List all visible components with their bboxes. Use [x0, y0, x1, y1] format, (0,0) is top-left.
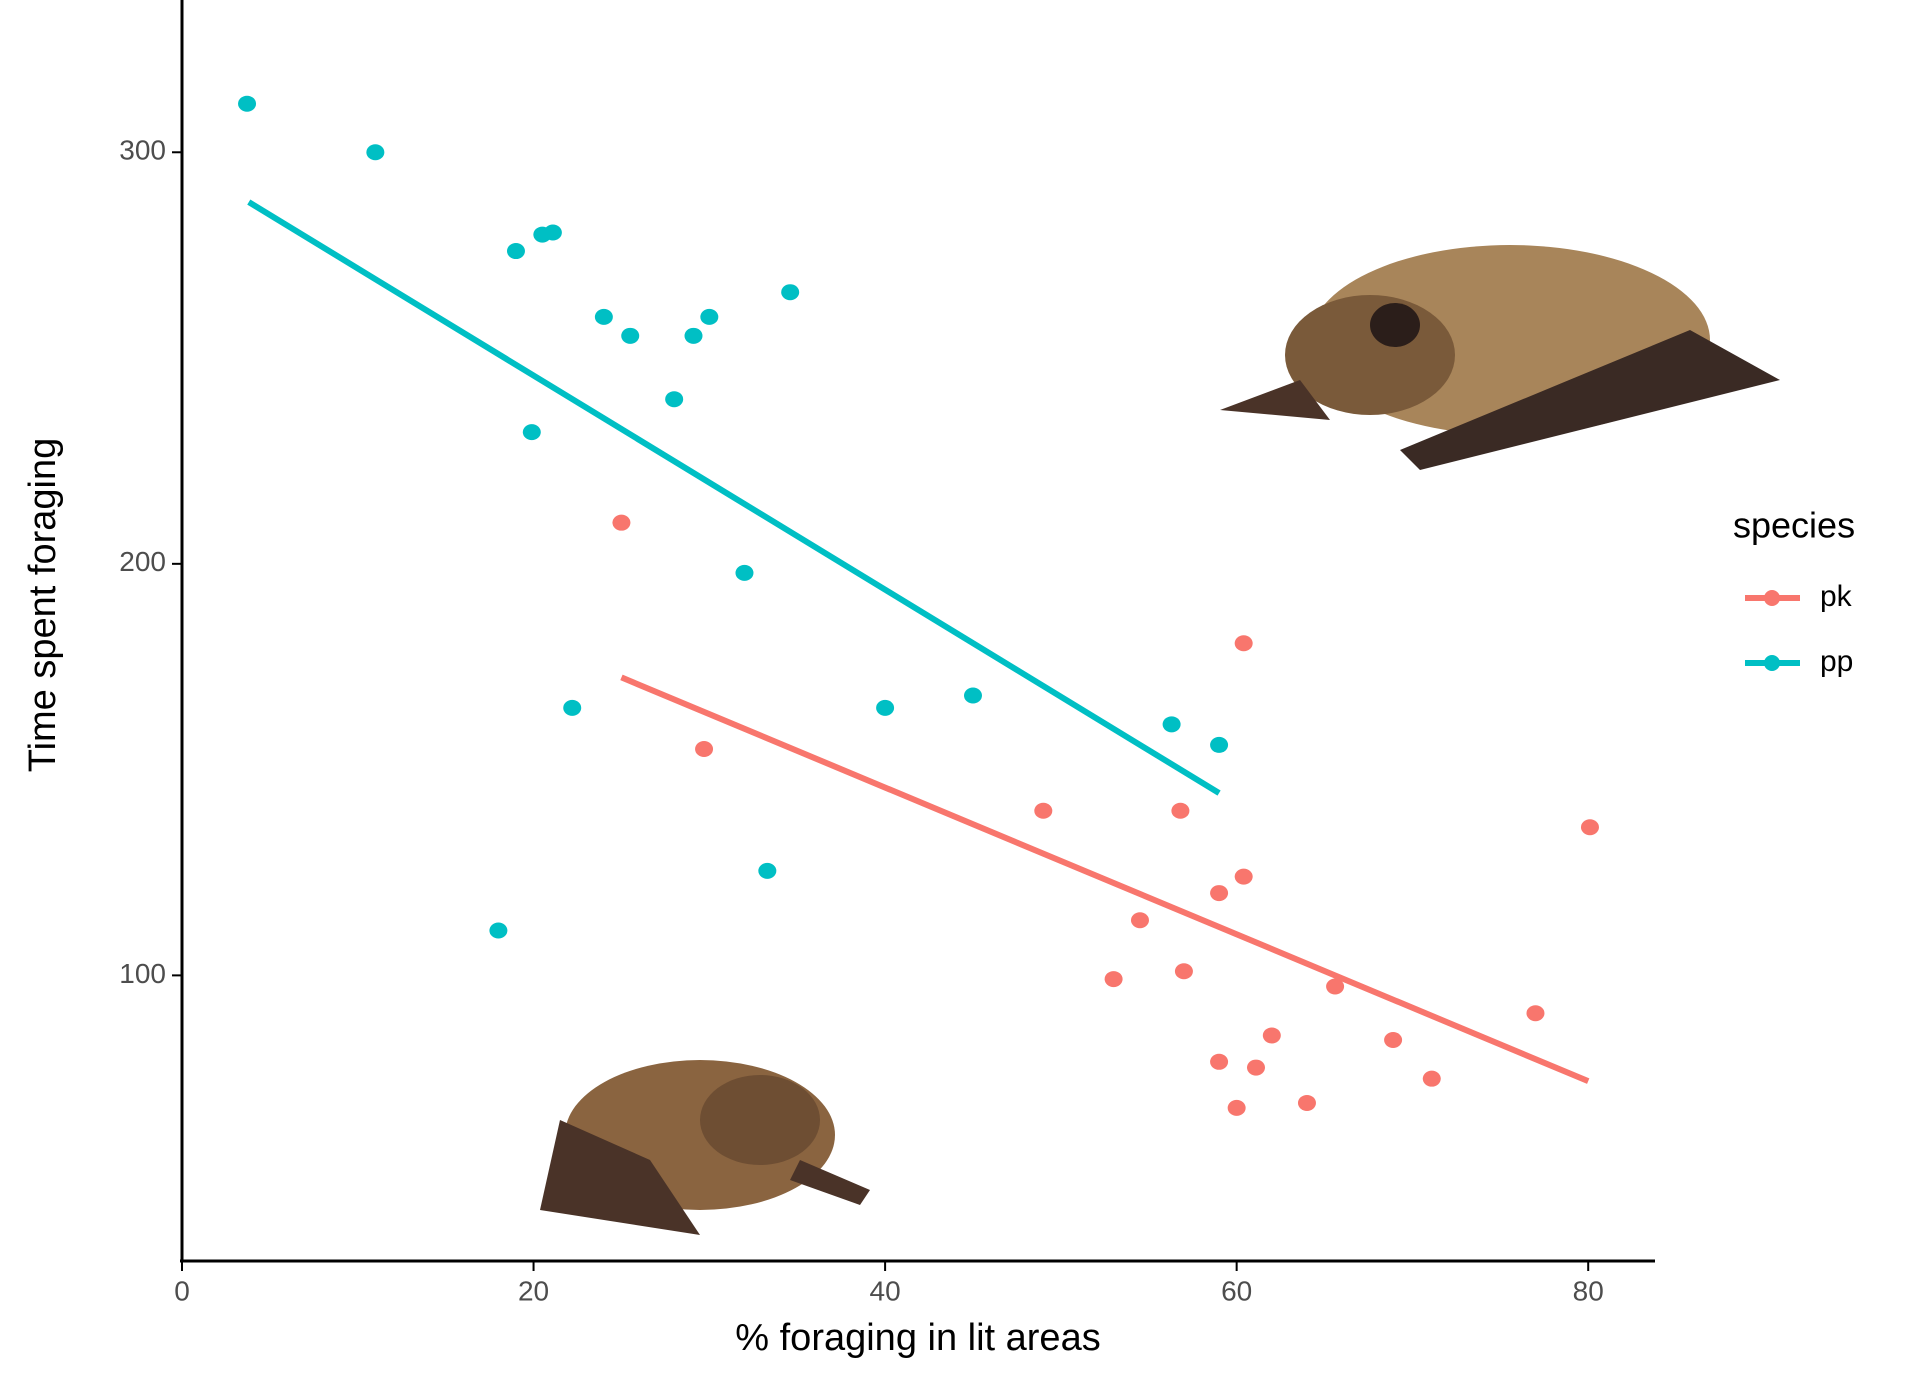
y-tick-label: 200 [119, 546, 166, 577]
point [523, 424, 541, 440]
legend-title: species [1733, 505, 1855, 546]
x-axis-title: % foraging in lit areas [735, 1317, 1100, 1359]
point [1175, 963, 1193, 979]
point [685, 328, 703, 344]
point [1247, 1060, 1265, 1076]
y-tick-label: 300 [119, 135, 166, 166]
point [238, 96, 256, 112]
bat-photo-lower [540, 1060, 870, 1235]
point [758, 863, 776, 879]
point [1526, 1005, 1544, 1021]
point [876, 700, 894, 716]
point [621, 328, 639, 344]
trend-line [249, 202, 1219, 793]
point [964, 688, 982, 704]
point [665, 391, 683, 407]
point [1105, 971, 1123, 987]
point [595, 309, 613, 325]
point [1210, 1054, 1228, 1070]
point [612, 515, 630, 531]
point [1235, 869, 1253, 885]
y-axis-title: Time spent foraging [22, 438, 64, 772]
point [1228, 1100, 1246, 1116]
point [1210, 885, 1228, 901]
y-tick-label: 100 [119, 958, 166, 989]
point [1235, 635, 1253, 651]
legend-swatch-dot [1764, 655, 1780, 671]
point [366, 144, 384, 160]
legend-label: pk [1820, 580, 1853, 613]
point [1171, 803, 1189, 819]
point [781, 284, 799, 300]
point [700, 309, 718, 325]
x-tick-label: 20 [518, 1275, 549, 1306]
point [489, 923, 507, 939]
x-tick-label: 0 [174, 1275, 190, 1306]
point [544, 225, 562, 241]
x-tick-label: 80 [1573, 1275, 1604, 1306]
point [1131, 912, 1149, 928]
bat-photo-upper [1220, 245, 1780, 470]
point [1163, 716, 1181, 732]
point [735, 565, 753, 581]
legend-swatch-dot [1764, 590, 1780, 606]
point [1263, 1027, 1281, 1043]
point [1423, 1071, 1441, 1087]
chart: % foraging in lit areas Time spent forag… [0, 0, 1920, 1374]
point [1210, 737, 1228, 753]
point [507, 243, 525, 259]
point [563, 700, 581, 716]
x-tick-label: 60 [1221, 1275, 1252, 1306]
point [1034, 803, 1052, 819]
point [1581, 819, 1599, 835]
trend-line [621, 677, 1588, 1081]
x-tick-label: 40 [870, 1275, 901, 1306]
legend-label: pp [1820, 645, 1853, 678]
point [1384, 1032, 1402, 1048]
point [1298, 1095, 1316, 1111]
point [695, 741, 713, 757]
